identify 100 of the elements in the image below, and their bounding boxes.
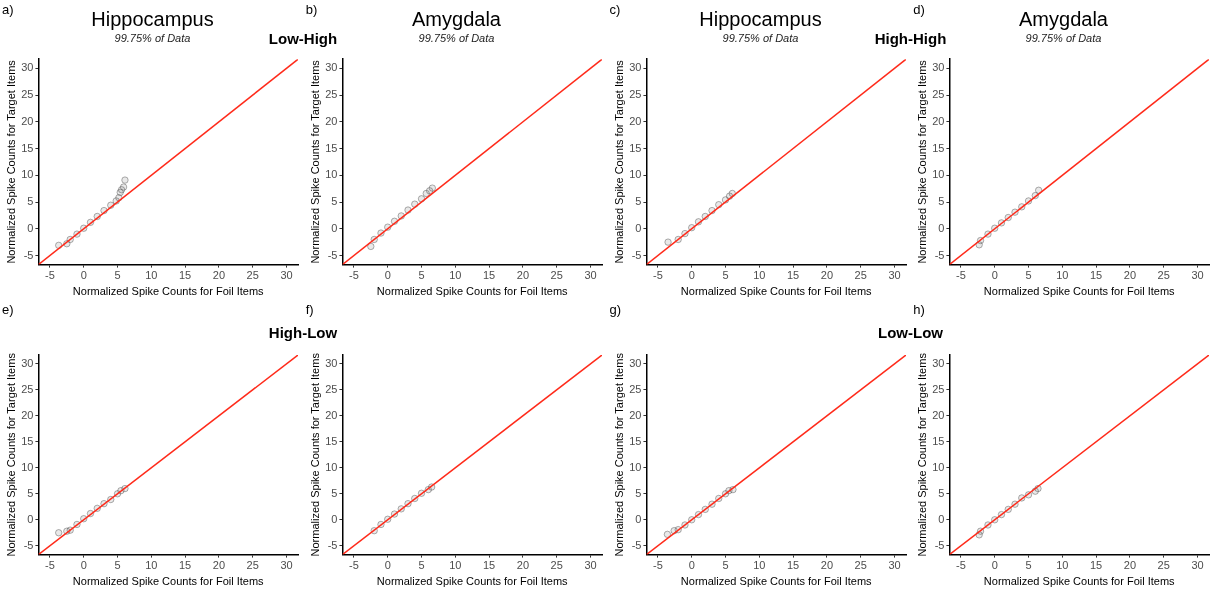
y-axis-title: Normalized Spike Counts for Target Items bbox=[612, 352, 625, 557]
y-tick-label: 10 bbox=[21, 168, 34, 181]
x-tick-label: 0 bbox=[384, 269, 391, 282]
x-tick-label: 10 bbox=[145, 559, 158, 572]
y-tick-label: -5 bbox=[934, 538, 945, 551]
chart-title: Amygdala bbox=[411, 7, 502, 30]
y-axis-title: Normalized Spike Counts for Target Items bbox=[308, 352, 321, 557]
y-tick-label: 20 bbox=[932, 114, 945, 127]
y-tick-label: 10 bbox=[932, 460, 945, 473]
x-tick-label: 25 bbox=[1157, 559, 1171, 572]
x-tick-label: 10 bbox=[1056, 269, 1069, 282]
x-tick-label: 5 bbox=[418, 559, 425, 572]
y-tick-label: 30 bbox=[324, 356, 338, 369]
x-tick-label: 25 bbox=[550, 269, 563, 282]
text: d) bbox=[913, 2, 925, 17]
x-tick-label: 15 bbox=[178, 269, 192, 282]
y-tick-label: 30 bbox=[932, 61, 945, 74]
x-tick-label: -5 bbox=[45, 559, 55, 572]
y-axis-title: Normalized Spike Counts for Target Items bbox=[4, 352, 17, 557]
text: High-Low bbox=[268, 324, 338, 341]
y-tick-label: 5 bbox=[938, 195, 945, 208]
y-tick-label: 0 bbox=[938, 512, 945, 525]
y-axis-title: Normalized Spike Counts for Target Items bbox=[612, 59, 625, 264]
y-tick-label: 25 bbox=[628, 382, 641, 395]
text: b) bbox=[305, 2, 318, 17]
y-tick-label: 0 bbox=[634, 221, 641, 234]
x-tick-label: -5 bbox=[348, 559, 359, 572]
x-tick-label: 0 bbox=[688, 269, 695, 282]
x-tick-label: -5 bbox=[956, 559, 967, 572]
x-tick-label: 15 bbox=[178, 559, 192, 572]
x-axis-title: Normalized Spike Counts for Foil Items bbox=[680, 285, 872, 298]
y-tick-label: 0 bbox=[331, 221, 338, 234]
y-tick-label: 0 bbox=[331, 512, 338, 525]
y-tick-label: 5 bbox=[27, 195, 34, 208]
x-tick-label: 0 bbox=[991, 559, 999, 572]
text: a) bbox=[2, 2, 14, 17]
x-tick-label: -5 bbox=[652, 269, 663, 282]
text: h) bbox=[913, 302, 925, 317]
y-tick-label: 25 bbox=[324, 382, 338, 395]
y-tick-label: -5 bbox=[23, 538, 34, 551]
x-tick-label: 5 bbox=[1025, 559, 1032, 572]
chart-title: Hippocampus bbox=[698, 7, 822, 30]
y-tick-label: 30 bbox=[21, 61, 34, 74]
y-tick-label: -5 bbox=[327, 538, 338, 551]
y-tick-label: 20 bbox=[628, 408, 641, 421]
x-tick-label: 15 bbox=[1090, 559, 1103, 572]
x-tick-label: 30 bbox=[280, 559, 293, 572]
x-tick-label: 0 bbox=[384, 559, 391, 572]
y-tick-label: -5 bbox=[631, 248, 641, 261]
y-tick-label: 15 bbox=[21, 141, 34, 154]
x-tick-label: 15 bbox=[786, 269, 799, 282]
x-tick-label: 20 bbox=[212, 269, 226, 282]
x-axis-title: Normalized Spike Counts for Foil Items bbox=[984, 575, 1176, 588]
chart-subtitle: 99.75% of Data bbox=[1025, 31, 1102, 44]
y-tick-label: 15 bbox=[21, 434, 34, 447]
x-tick-label: 0 bbox=[991, 269, 999, 282]
x-tick-label: 20 bbox=[516, 269, 529, 282]
y-tick-label: 20 bbox=[324, 114, 338, 127]
x-tick-label: 20 bbox=[516, 559, 529, 572]
y-tick-label: 30 bbox=[932, 356, 945, 369]
y-tick-label: 0 bbox=[634, 512, 641, 525]
x-tick-label: 30 bbox=[887, 559, 901, 572]
x-tick-label: 25 bbox=[246, 269, 259, 282]
y-tick-label: -5 bbox=[327, 248, 338, 261]
x-tick-label: 5 bbox=[721, 559, 729, 572]
y-axis-title: Normalized Spike Counts for Target Items bbox=[308, 59, 321, 264]
y-tick-label: 25 bbox=[932, 382, 945, 395]
x-axis-title: Normalized Spike Counts for Foil Items bbox=[680, 575, 872, 588]
x-tick-label: 30 bbox=[1191, 269, 1204, 282]
x-tick-label: 10 bbox=[752, 559, 765, 572]
y-tick-label: 30 bbox=[628, 61, 641, 74]
y-tick-label: 30 bbox=[324, 61, 338, 74]
x-tick-label: 30 bbox=[584, 559, 597, 572]
y-axis-title: Normalized Spike Counts for Target Items bbox=[915, 59, 928, 264]
y-tick-label: 10 bbox=[324, 168, 338, 181]
y-tick-label: 25 bbox=[324, 88, 338, 101]
y-tick-label: 25 bbox=[628, 88, 641, 101]
point bbox=[121, 176, 129, 184]
y-tick-label: 5 bbox=[331, 195, 338, 208]
y-tick-label: 15 bbox=[324, 434, 338, 447]
y-tick-label: -5 bbox=[934, 248, 945, 261]
x-axis-title: Normalized Spike Counts for Foil Items bbox=[984, 285, 1176, 298]
x-tick-label: 30 bbox=[887, 269, 901, 282]
y-tick-label: 20 bbox=[21, 114, 34, 127]
x-tick-label: 20 bbox=[1124, 559, 1137, 572]
x-axis-title: Normalized Spike Counts for Foil Items bbox=[72, 575, 265, 588]
point bbox=[55, 529, 63, 537]
text: High-High bbox=[874, 30, 947, 47]
y-tick-label: 10 bbox=[628, 460, 641, 473]
x-tick-label: -5 bbox=[348, 269, 359, 282]
x-tick-label: 25 bbox=[854, 269, 867, 282]
y-tick-label: 25 bbox=[21, 382, 34, 395]
y-tick-label: 25 bbox=[21, 88, 34, 101]
y-tick-label: 10 bbox=[21, 460, 34, 473]
x-tick-label: -5 bbox=[652, 559, 663, 572]
chart-subtitle: 99.75% of Data bbox=[722, 31, 798, 44]
y-tick-label: 20 bbox=[932, 408, 945, 421]
x-tick-label: 25 bbox=[246, 559, 259, 572]
chart-title: Amygdala bbox=[1019, 7, 1110, 30]
y-tick-label: -5 bbox=[631, 538, 641, 551]
